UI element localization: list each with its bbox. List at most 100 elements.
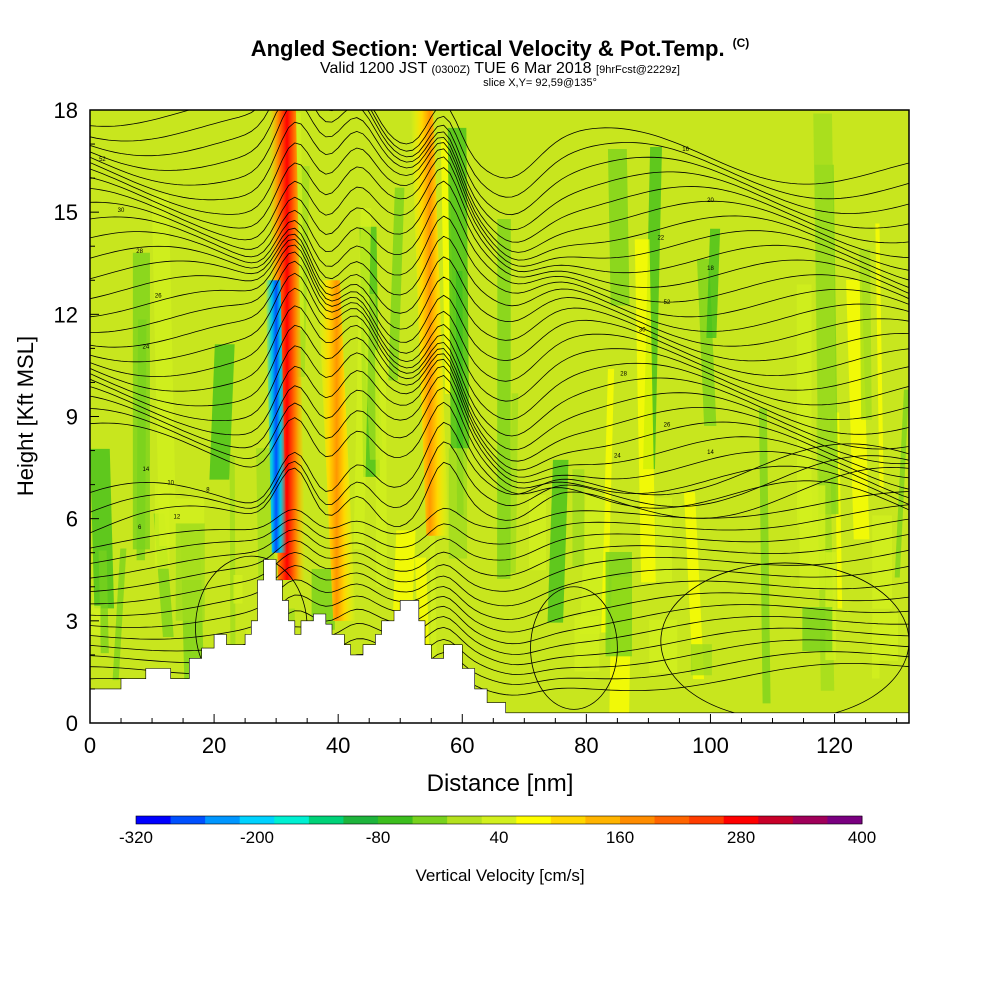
colorbar-swatch <box>516 816 552 824</box>
velocity-streak <box>497 218 511 579</box>
potential-temperature-contours <box>90 110 909 720</box>
isentrope-line <box>90 421 909 504</box>
colorbar-swatch <box>689 816 725 824</box>
isentrope-line <box>90 156 909 281</box>
colorbar-swatch <box>308 816 344 824</box>
x-tick-label: 20 <box>202 733 226 758</box>
isentrope-label: 6 <box>138 525 142 531</box>
velocity-streak <box>758 408 771 704</box>
updraft-core <box>317 280 356 621</box>
terrain-mask <box>90 559 909 723</box>
axes: 0 20 40 60 80 100 120 0 3 6 9 12 15 18 <box>54 98 898 758</box>
velocity-block <box>572 469 585 567</box>
isentrope-line <box>90 565 909 616</box>
isentrope-line <box>90 401 909 511</box>
isentrope-line <box>90 592 909 640</box>
colorbar-swatch <box>758 816 794 824</box>
isentrope-line <box>90 110 909 200</box>
isentrope-line <box>90 504 909 564</box>
isentrope-label: 22 <box>657 235 664 241</box>
isentrope-line <box>90 142 909 271</box>
y-tick-label: 15 <box>54 200 78 225</box>
velocity-streak <box>813 113 837 476</box>
colorbar-tick-label: 160 <box>606 828 634 847</box>
isentrope-label: 28 <box>620 372 627 378</box>
isentrope-line <box>90 345 909 479</box>
vertical-velocity-field: 52 30 28 26 24 14 10 8 6 12 16 20 22 18 52 30 28 26 24 14 <box>90 110 909 723</box>
isentrope-label: 30 <box>118 208 125 214</box>
isentrope-label: 24 <box>142 344 149 350</box>
colorbar-swatch <box>585 816 621 824</box>
colorbar-tick-label: 40 <box>490 828 509 847</box>
isentrope-line <box>90 238 909 362</box>
isentrope-line <box>90 121 909 258</box>
colorbar-frame <box>135 815 863 825</box>
velocity-block <box>825 552 836 661</box>
colorbar-tick-label: -200 <box>240 828 274 847</box>
colorbar-swatch <box>343 816 379 824</box>
isentrope-line <box>90 287 909 437</box>
isentrope-line <box>90 518 909 579</box>
colorbar-label: Vertical Velocity [cm/s] <box>415 866 584 885</box>
colorbar-swatch <box>827 816 863 824</box>
isentrope-label: 14 <box>707 450 714 456</box>
velocity-block <box>233 574 243 604</box>
isentrope-label: 28 <box>136 249 143 255</box>
colorbar-tick-label: -320 <box>119 828 153 847</box>
subtitle-date: TUE 6 Mar 2018 <box>474 60 592 77</box>
velocity-block <box>574 616 600 672</box>
chart-title-unit: (C) <box>732 36 750 50</box>
x-tick-label: 100 <box>692 733 729 758</box>
isentrope-line <box>90 233 909 347</box>
isentrope-line <box>90 365 909 490</box>
colorbar-swatch <box>792 816 828 824</box>
isentrope-line <box>90 251 909 391</box>
isentrope-label: 52 <box>99 157 106 163</box>
isentrope-line <box>90 324 909 465</box>
isentrope-label: 30 <box>639 327 646 333</box>
slice-info: slice X,Y= 92,59@135° <box>483 77 597 89</box>
isentrope-line <box>90 110 909 231</box>
x-tick-label: 0 <box>84 733 96 758</box>
isentrope-label: 18 <box>707 266 714 272</box>
velocity-streak <box>697 258 717 427</box>
colorbar-swatch <box>136 816 172 824</box>
subtitle-zulu: (0300Z) <box>431 64 471 76</box>
velocity-streak <box>388 187 405 381</box>
colorbar: -320 -200 -80 40 160 280 400 <box>119 815 876 847</box>
isentrope-line <box>90 441 909 513</box>
velocity-streak <box>579 495 606 634</box>
isentrope-line <box>90 549 909 605</box>
colorbar-swatch <box>447 816 483 824</box>
isentrope-loop <box>530 586 618 710</box>
colorbar-swatch <box>412 816 448 824</box>
velocity-block <box>448 448 468 559</box>
isentrope-label: 20 <box>707 198 714 204</box>
y-tick-label: 12 <box>54 302 78 327</box>
velocity-block <box>605 551 632 657</box>
isentrope-label: 10 <box>167 481 174 487</box>
colorbar-swatch <box>481 816 517 824</box>
isentrope-line <box>90 227 909 332</box>
x-axis-label: Distance [nm] <box>427 770 574 797</box>
subtitle-valid: Valid 1200 JST <box>320 60 428 77</box>
chart-title-text: Angled Section: Vertical Velocity & Pot.… <box>250 36 725 61</box>
isentrope-label: 24 <box>614 453 621 459</box>
colorbar-swatch <box>620 816 656 824</box>
x-tick-label: 60 <box>450 733 474 758</box>
colorbar-swatch <box>550 816 586 824</box>
velocity-streak <box>607 148 630 306</box>
colorbar-tick-label: 400 <box>848 828 876 847</box>
y-axis-label: Height [Kft MSL] <box>13 336 38 496</box>
velocity-block <box>799 485 826 590</box>
isentrope-line <box>90 272 909 420</box>
colorbar-tick-label: -80 <box>366 828 391 847</box>
isentrope-line <box>90 305 909 451</box>
colorbar-swatch <box>723 816 759 824</box>
colorbar-swatch <box>205 816 241 824</box>
velocity-block <box>872 515 892 609</box>
isentrope-line <box>90 215 909 318</box>
velocity-streak <box>683 492 705 680</box>
velocity-block <box>154 481 170 569</box>
y-tick-label: 9 <box>66 405 78 430</box>
